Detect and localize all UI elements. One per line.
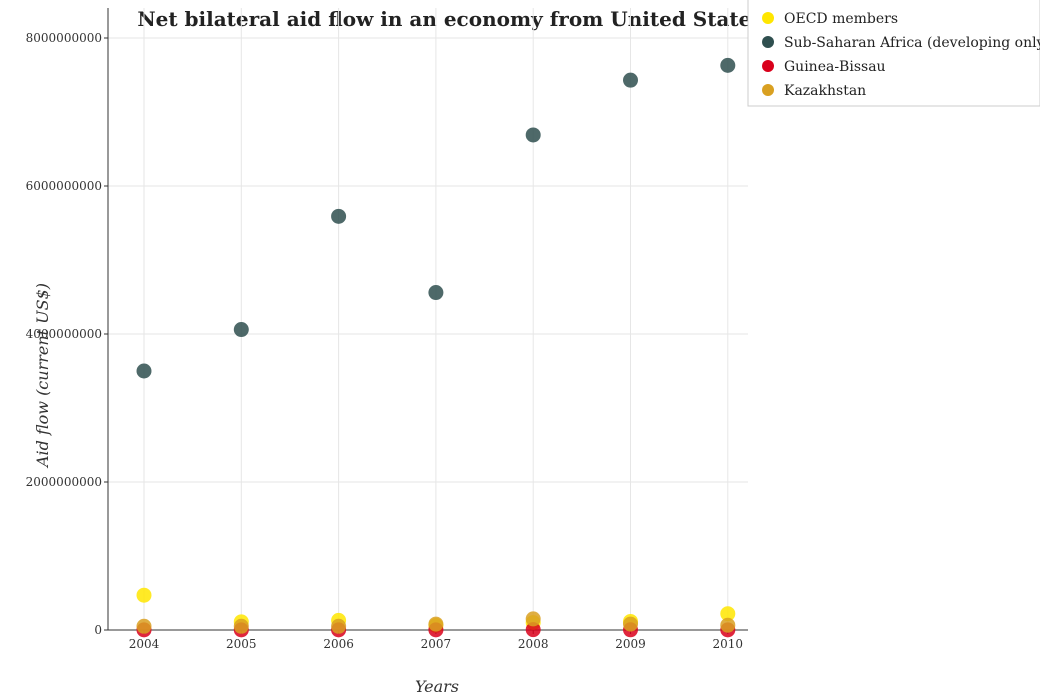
data-point: Sub-Saharan Africa (developing only) 201… (720, 57, 736, 73)
legend-marker (762, 12, 774, 24)
y-tick-label: 4000000000 (26, 327, 102, 341)
data-point: Kazakhstan 2004: 50000000 (136, 618, 152, 634)
data-point: Kazakhstan 2005: 50000000 (233, 618, 249, 634)
tick-labels: 0 2000000000 4000000000 6000000000 800000000… (26, 31, 743, 651)
legend-entry: Guinea-Bissau (784, 59, 886, 75)
data-point: OECD members 2010: 220000000 (720, 606, 736, 622)
y-tick-label: 2000000000 (26, 475, 102, 489)
data-point: Sub-Saharan Africa (developing only) 200… (233, 322, 249, 338)
legend-entry: OECD members (784, 11, 898, 27)
data-point: Guinea-Bissau 2008: 5000000 (525, 622, 541, 638)
data-point: OECD members 2004: 470000000 (136, 587, 152, 603)
x-tick-label: 2005 (226, 637, 257, 651)
chart-title: Net bilateral aid flow in an economy fro… (137, 7, 762, 31)
legend: OECD members Sub-Saharan Africa (developi… (747, 0, 1040, 107)
data-points: OECD members 2004: 470000000 OECD members… (136, 57, 736, 638)
legend-marker (762, 60, 774, 72)
x-tick-label: 2009 (615, 637, 646, 651)
y-tick-label: 0 (94, 623, 102, 637)
data-point: Sub-Saharan Africa (developing only) 200… (525, 127, 541, 143)
data-point: Kazakhstan 2009: 80000000 (623, 616, 638, 632)
x-tick-label: 2008 (518, 637, 549, 651)
data-point: Kazakhstan 2007: 80000000 (428, 616, 444, 632)
data-point: Sub-Saharan Africa (developing only) 200… (136, 363, 152, 379)
y-axis-label: Aid flow (current US$) (33, 283, 52, 469)
data-point: Sub-Saharan Africa (developing only) 200… (428, 285, 444, 301)
x-tick-label: 2007 (421, 637, 452, 651)
legend-marker (762, 36, 774, 48)
legend-entry: Kazakhstan (784, 83, 866, 99)
data-point: Sub-Saharan Africa (developing only) 200… (623, 72, 638, 88)
axes (104, 8, 748, 634)
legend-marker (762, 84, 774, 96)
x-tick-label: 2004 (129, 637, 160, 651)
x-tick-label: 2006 (323, 637, 354, 651)
legend-entry: Sub-Saharan Africa (developing only) (784, 35, 1040, 51)
legend-box (747, 0, 1040, 107)
data-point: Kazakhstan 2010: 65000000 (720, 617, 736, 633)
y-tick-label: 8000000000 (26, 31, 102, 45)
data-point: Sub-Saharan Africa (developing only) 200… (331, 208, 347, 224)
data-point: Kazakhstan 2006: 50000000 (331, 618, 347, 634)
x-tick-label: 2010 (713, 637, 744, 651)
grid-lines (108, 8, 748, 631)
x-axis-label: Years (415, 677, 459, 696)
data-point: Kazakhstan 2008: 150000000 (525, 611, 541, 627)
y-tick-label: 6000000000 (26, 179, 102, 193)
